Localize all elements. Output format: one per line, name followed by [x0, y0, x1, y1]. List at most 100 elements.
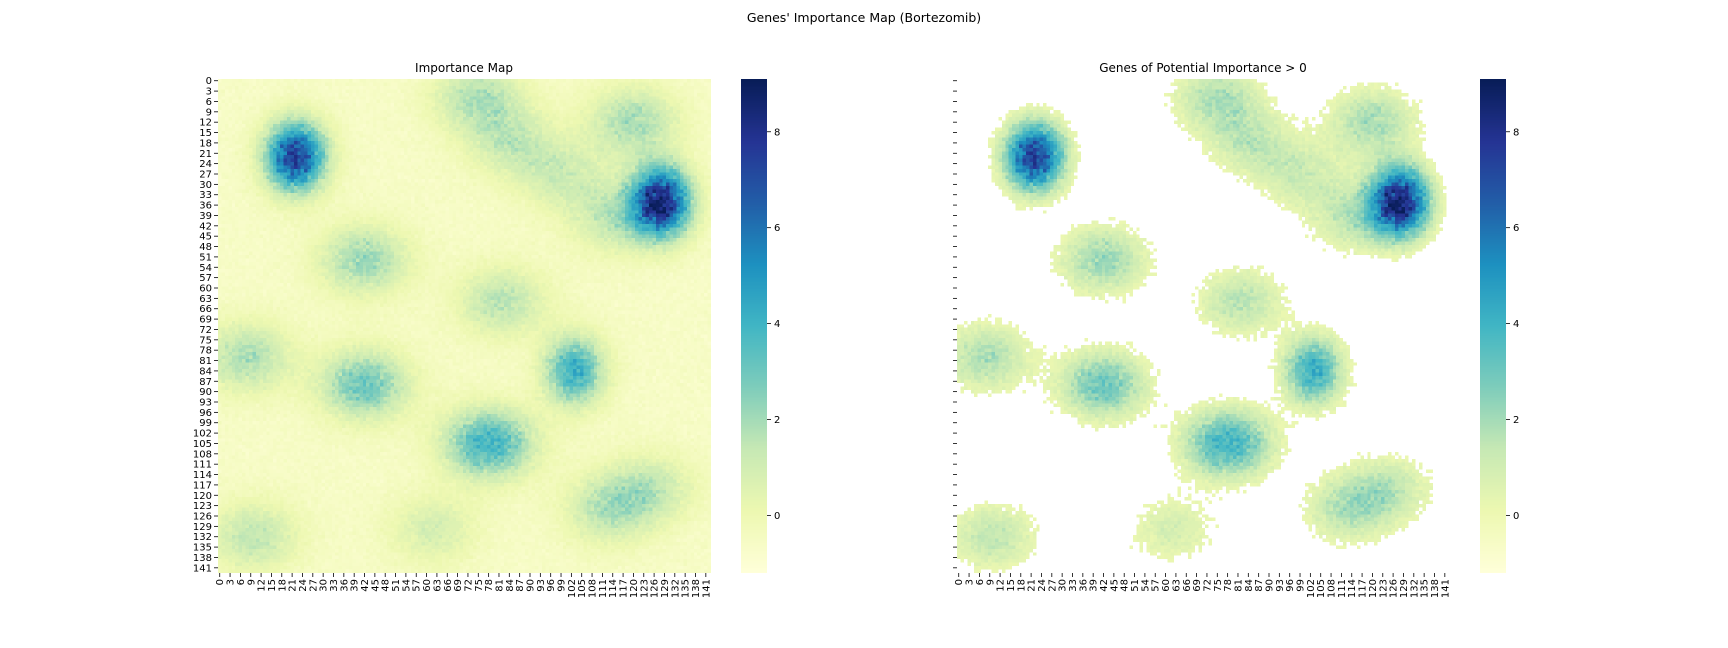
potential-importance-panel: Genes of Potential Importance > 0 0 3 6 9 12… [953, 61, 1519, 598]
potential-importance-heatmap [957, 79, 1450, 573]
x-tick-label: 39 [1089, 579, 1100, 592]
x-tick-label: 48 [1120, 579, 1131, 592]
importance-map-x-axis: 0 3 6 9 12 15 18 21 24 27 30 33 36 39 42 45 48 51 54 57 60 63… [215, 573, 712, 598]
colorbar-tick-label: 8 [774, 127, 780, 138]
x-tick-label: 81 [494, 579, 505, 592]
y-tick-label: 90 [199, 387, 212, 398]
x-tick-label: 96 [1285, 579, 1296, 592]
x-tick-label: 120 [629, 579, 640, 598]
x-tick-label: 123 [1378, 579, 1389, 598]
y-tick-label: 132 [193, 532, 212, 543]
x-tick-label: 108 [1327, 579, 1338, 598]
x-tick-label: 39 [350, 579, 361, 592]
importance-map-heatmap [218, 79, 711, 573]
x-tick-label: 42 [360, 579, 371, 592]
x-tick-label: 45 [1109, 579, 1120, 592]
x-tick-label: 111 [1337, 579, 1348, 598]
x-tick-label: 12 [257, 579, 268, 592]
x-tick-label: 54 [401, 579, 412, 592]
x-tick-label: 48 [381, 579, 392, 592]
y-tick-label: 36 [199, 201, 212, 212]
y-tick-label: 27 [199, 170, 212, 181]
x-tick-label: 126 [650, 579, 661, 598]
x-tick-label: 30 [319, 579, 330, 592]
x-tick-label: 138 [1430, 579, 1441, 598]
colorbar-tick-label: 0 [774, 511, 780, 522]
x-tick-label: 60 [1161, 579, 1172, 592]
x-tick-label: 93 [536, 579, 547, 592]
y-tick-label: 87 [199, 377, 212, 388]
x-tick-label: 90 [526, 579, 537, 592]
x-tick-label: 6 [236, 579, 247, 585]
x-tick-label: 45 [370, 579, 381, 592]
y-tick-label: 9 [206, 107, 212, 118]
x-tick-label: 78 [1223, 579, 1234, 592]
y-tick-label: 66 [199, 304, 212, 315]
y-tick-label: 21 [199, 149, 212, 160]
potential-importance-title: Genes of Potential Importance > 0 [1099, 61, 1307, 75]
x-tick-label: 0 [215, 579, 226, 585]
x-tick-label: 87 [1254, 579, 1265, 592]
x-tick-label: 6 [975, 579, 986, 585]
y-tick-label: 75 [199, 335, 212, 346]
colorbar-tick-label: 4 [774, 319, 780, 330]
x-tick-label: 24 [298, 579, 309, 592]
x-tick-label: 132 [670, 579, 681, 598]
y-tick-label: 18 [199, 138, 212, 149]
y-tick-label: 54 [199, 263, 212, 274]
x-tick-label: 27 [308, 579, 319, 592]
y-tick-label: 108 [193, 449, 212, 460]
x-tick-label: 75 [1213, 579, 1224, 592]
x-tick-label: 18 [277, 579, 288, 592]
y-tick-label: 99 [199, 418, 212, 429]
x-tick-label: 99 [557, 579, 568, 592]
x-tick-label: 126 [1389, 579, 1400, 598]
x-tick-label: 0 [954, 579, 965, 585]
colorbar-tick-label: 0 [1513, 511, 1519, 522]
x-tick-label: 9 [246, 579, 257, 585]
x-tick-label: 24 [1037, 579, 1048, 592]
x-tick-label: 21 [288, 579, 299, 592]
x-tick-label: 12 [996, 579, 1007, 592]
y-tick-label: 96 [199, 408, 212, 419]
x-tick-label: 84 [1244, 579, 1255, 592]
x-tick-label: 129 [660, 579, 671, 598]
x-tick-label: 141 [1440, 579, 1451, 598]
y-tick-label: 117 [193, 480, 212, 491]
y-tick-label: 60 [199, 284, 212, 295]
x-tick-label: 66 [1182, 579, 1193, 592]
y-tick-label: 81 [199, 356, 212, 367]
x-tick-label: 105 [577, 579, 588, 598]
x-tick-label: 63 [1171, 579, 1182, 592]
x-tick-label: 120 [1368, 579, 1379, 598]
x-tick-label: 33 [1068, 579, 1079, 592]
x-tick-label: 105 [1316, 579, 1327, 598]
x-tick-label: 99 [1296, 579, 1307, 592]
x-tick-label: 81 [1233, 579, 1244, 592]
y-tick-label: 57 [199, 273, 212, 284]
y-tick-label: 45 [199, 232, 212, 243]
x-tick-label: 72 [463, 579, 474, 592]
x-tick-label: 3 [965, 579, 976, 585]
potential-importance-colorbar [1480, 79, 1506, 573]
x-tick-label: 36 [1078, 579, 1089, 592]
x-tick-label: 123 [639, 579, 650, 598]
colorbar-tick-label: 8 [1513, 127, 1519, 138]
importance-map-colorbar-axis: 0 2 4 6 8 [767, 127, 780, 522]
x-tick-label: 27 [1047, 579, 1058, 592]
y-tick-label: 102 [193, 429, 212, 440]
x-tick-label: 30 [1058, 579, 1069, 592]
y-tick-label: 93 [199, 398, 212, 409]
potential-importance-x-axis: 0 3 6 9 12 15 18 21 24 27 30 33 36 39 42 45 48 51 54 57 60 63… [954, 573, 1451, 598]
x-tick-label: 69 [453, 579, 464, 592]
x-tick-label: 54 [1140, 579, 1151, 592]
x-tick-label: 33 [329, 579, 340, 592]
y-tick-label: 78 [199, 346, 212, 357]
x-tick-label: 63 [432, 579, 443, 592]
x-tick-label: 60 [422, 579, 433, 592]
y-tick-label: 123 [193, 501, 212, 512]
x-tick-label: 51 [1130, 579, 1141, 592]
y-tick-label: 111 [193, 460, 212, 471]
x-tick-label: 15 [1006, 579, 1017, 592]
